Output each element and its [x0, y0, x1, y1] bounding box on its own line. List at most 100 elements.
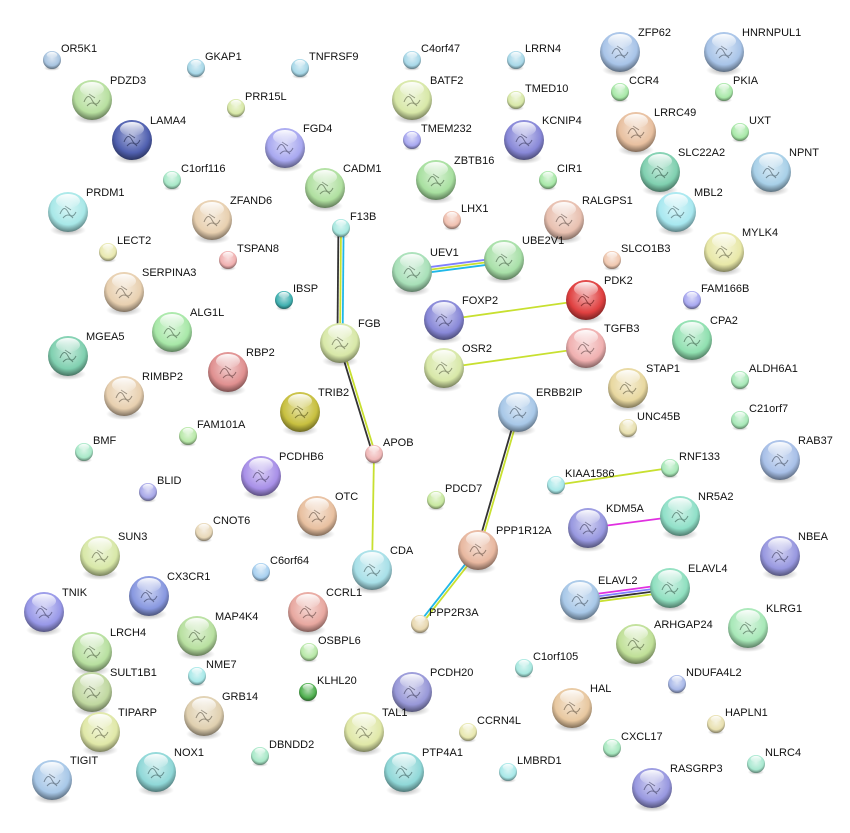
node-CCRL1[interactable]: CCRL1 — [288, 587, 362, 636]
node-ELAVL4[interactable]: ELAVL4 — [650, 563, 728, 612]
node-CDA[interactable]: CDA — [352, 545, 414, 594]
node-KDM5A[interactable]: KDM5A — [568, 503, 645, 552]
node-TNIK[interactable]: TNIK — [24, 587, 88, 636]
node-LRRC49[interactable]: LRRC49 — [616, 107, 696, 156]
edge-FOXP2-PDK2[interactable] — [443, 299, 587, 321]
node-PRDM1[interactable]: PRDM1 — [48, 187, 125, 236]
node-RBP2[interactable]: RBP2 — [208, 347, 275, 396]
node-NDUFA4L2[interactable]: NDUFA4L2 — [668, 667, 742, 695]
node-ELAVL2[interactable]: ELAVL2 — [560, 575, 638, 624]
node-HNRNPUL1[interactable]: HNRNPUL1 — [704, 27, 801, 76]
node-KLRG1[interactable]: KLRG1 — [728, 603, 802, 652]
node-TAL1[interactable]: TAL1 — [344, 707, 407, 756]
node-PTP4A1[interactable]: PTP4A1 — [384, 747, 463, 796]
node-CCR4[interactable]: CCR4 — [611, 75, 659, 103]
node-TIPARP[interactable]: TIPARP — [80, 707, 157, 756]
node-ERBB2IP[interactable]: ERBB2IP — [498, 387, 582, 436]
node-LRCH4[interactable]: LRCH4 — [72, 627, 146, 676]
node-FGB[interactable]: FGB — [320, 318, 381, 367]
node-MGEA5[interactable]: MGEA5 — [48, 331, 125, 380]
node-BMF[interactable]: BMF — [75, 435, 117, 463]
node-TMED10[interactable]: TMED10 — [507, 83, 568, 111]
node-FOXP2[interactable]: FOXP2 — [424, 295, 498, 344]
node-GKAP1[interactable]: GKAP1 — [187, 51, 242, 79]
node-PCDHB6[interactable]: PCDHB6 — [241, 451, 324, 500]
node-CPA2[interactable]: CPA2 — [672, 315, 738, 364]
node-RAB37[interactable]: RAB37 — [760, 435, 833, 484]
node-CXCL17[interactable]: CXCL17 — [603, 731, 663, 759]
node-PDCD7[interactable]: PDCD7 — [427, 483, 482, 511]
node-SLC22A2[interactable]: SLC22A2 — [640, 147, 725, 196]
node-ZFAND6[interactable]: ZFAND6 — [192, 195, 272, 244]
node-C21orf7[interactable]: C21orf7 — [731, 403, 788, 431]
node-MAP4K4[interactable]: MAP4K4 — [177, 611, 258, 660]
node-CX3CR1[interactable]: CX3CR1 — [129, 571, 210, 620]
node-RALGPS1[interactable]: RALGPS1 — [544, 195, 633, 244]
node-LHX1[interactable]: LHX1 — [443, 203, 489, 231]
node-OTC[interactable]: OTC — [297, 491, 358, 540]
node-GRB14[interactable]: GRB14 — [184, 691, 258, 740]
node-TGFB3[interactable]: TGFB3 — [566, 323, 639, 372]
node-PCDH20[interactable]: PCDH20 — [392, 667, 473, 716]
node-NR5A2[interactable]: NR5A2 — [660, 491, 733, 540]
node-SLCO1B3[interactable]: SLCO1B3 — [603, 243, 671, 271]
node-TNFRSF9[interactable]: TNFRSF9 — [291, 51, 359, 79]
node-IBSP[interactable]: IBSP — [275, 283, 318, 311]
node-ALG1L[interactable]: ALG1L — [152, 307, 224, 356]
node-MBL2[interactable]: MBL2 — [656, 187, 723, 236]
node-FAM101A[interactable]: FAM101A — [179, 419, 246, 447]
node-NME7[interactable]: NME7 — [188, 659, 237, 687]
node-BATF2[interactable]: BATF2 — [392, 75, 463, 124]
node-C1orf105[interactable]: C1orf105 — [515, 651, 578, 679]
node-HAPLN1[interactable]: HAPLN1 — [707, 707, 768, 735]
node-KLHL20[interactable]: KLHL20 — [299, 675, 357, 703]
node-HAL[interactable]: HAL — [552, 683, 611, 732]
node-KCNIP4[interactable]: KCNIP4 — [504, 115, 582, 164]
node-PPP2R3A[interactable]: PPP2R3A — [411, 607, 479, 635]
node-OSR2[interactable]: OSR2 — [424, 343, 492, 392]
node-TMEM232[interactable]: TMEM232 — [403, 123, 472, 151]
node-CADM1[interactable]: CADM1 — [305, 163, 382, 212]
node-ALDH6A1[interactable]: ALDH6A1 — [731, 363, 798, 391]
node-NBEA[interactable]: NBEA — [760, 531, 829, 580]
node-BLID[interactable]: BLID — [139, 475, 182, 503]
node-FGD4[interactable]: FGD4 — [265, 123, 332, 172]
edge-KIAA1586-RNF133[interactable] — [555, 467, 671, 486]
node-PDZD3[interactable]: PDZD3 — [72, 75, 146, 124]
node-ZFP62[interactable]: ZFP62 — [600, 27, 671, 76]
node-C1orf116[interactable]: C1orf116 — [163, 163, 225, 191]
node-OR5K1[interactable]: OR5K1 — [43, 43, 97, 71]
node-RASGRP3[interactable]: RASGRP3 — [632, 763, 723, 812]
node-SUN3[interactable]: SUN3 — [80, 531, 147, 580]
node-TSPAN8[interactable]: TSPAN8 — [219, 243, 279, 271]
node-NLRC4[interactable]: NLRC4 — [747, 747, 801, 775]
node-F13B[interactable]: F13B — [332, 211, 376, 239]
node-LECT2[interactable]: LECT2 — [99, 235, 151, 263]
node-NOX1[interactable]: NOX1 — [136, 747, 204, 796]
node-FAM166B[interactable]: FAM166B — [683, 283, 749, 311]
node-UNC45B[interactable]: UNC45B — [619, 411, 680, 439]
node-RIMBP2[interactable]: RIMBP2 — [104, 371, 183, 420]
node-UEV1[interactable]: UEV1 — [392, 247, 459, 296]
node-C6orf64[interactable]: C6orf64 — [252, 555, 309, 583]
node-PKIA[interactable]: PKIA — [715, 75, 759, 103]
node-LMBRD1[interactable]: LMBRD1 — [499, 755, 562, 783]
node-PPP1R12A[interactable]: PPP1R12A — [458, 525, 552, 574]
node-APOB[interactable]: APOB — [365, 437, 414, 465]
node-CNOT6[interactable]: CNOT6 — [195, 515, 250, 543]
node-KIAA1586[interactable]: KIAA1586 — [547, 468, 615, 496]
node-MYLK4[interactable]: MYLK4 — [704, 227, 778, 276]
node-OSBPL6[interactable]: OSBPL6 — [300, 635, 361, 663]
node-UXT[interactable]: UXT — [731, 115, 771, 143]
node-TIGIT[interactable]: TIGIT — [32, 755, 98, 804]
node-LAMA4[interactable]: LAMA4 — [112, 115, 186, 164]
node-RNF133[interactable]: RNF133 — [661, 451, 720, 479]
node-PRR15L[interactable]: PRR15L — [227, 91, 287, 119]
node-UBE2V1[interactable]: UBE2V1 — [484, 235, 564, 284]
node-ARHGAP24[interactable]: ARHGAP24 — [616, 619, 713, 668]
node-CIR1[interactable]: CIR1 — [539, 163, 582, 191]
node-NPNT[interactable]: NPNT — [751, 147, 819, 196]
node-DBNDD2[interactable]: DBNDD2 — [251, 739, 314, 767]
node-SERPINA3[interactable]: SERPINA3 — [104, 267, 196, 316]
node-PDK2[interactable]: PDK2 — [566, 275, 633, 324]
